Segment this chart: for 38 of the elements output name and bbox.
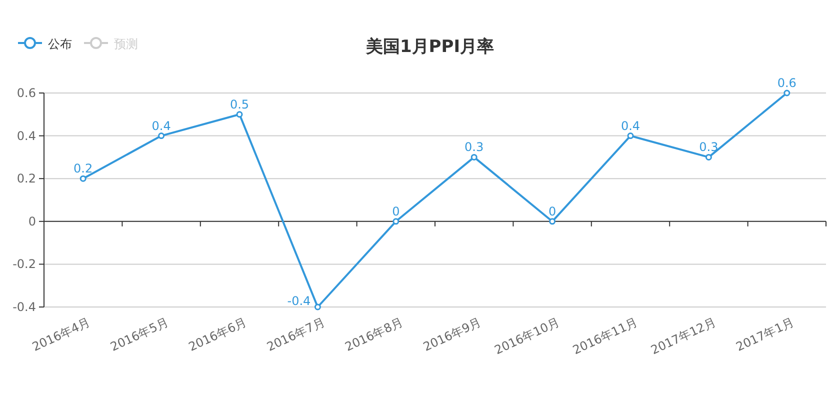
data-label: 0.6 <box>777 76 796 90</box>
x-tick-label: 2016年5月 <box>108 315 171 354</box>
data-label: 0.3 <box>464 140 484 154</box>
x-tick-label: 2016年4月 <box>30 315 92 354</box>
y-tick-label: 0 <box>28 214 36 228</box>
data-label: 0.3 <box>699 140 718 154</box>
y-tick-label: -0.4 <box>12 300 36 314</box>
data-label: 0.4 <box>152 118 171 133</box>
point <box>80 175 86 182</box>
legend-label: 公布 <box>48 37 72 51</box>
x-tick-label: 2016年7月 <box>264 315 327 354</box>
point <box>158 132 165 140</box>
x-tick-label: 2016年9月 <box>421 315 484 354</box>
data-label: -0.4 <box>287 294 311 308</box>
x-tick-label: 2016年10月 <box>492 315 562 358</box>
data-label: 0.2 <box>74 162 93 176</box>
x-tick-label: 2016年6月 <box>186 315 249 354</box>
data-label: 0.4 <box>620 118 640 133</box>
point <box>236 111 243 118</box>
point <box>627 132 634 140</box>
y-tick-label: 0.2 <box>16 172 36 186</box>
point <box>705 154 712 160</box>
x-tick-label: 2016年11月 <box>570 315 640 358</box>
x-tick-label: 2017年12月 <box>648 315 718 358</box>
point <box>392 218 400 225</box>
y-tick-label: 0.6 <box>16 86 36 100</box>
point <box>549 218 556 225</box>
x-tick-label: 2016年8月 <box>342 315 406 354</box>
data-label: 0.5 <box>230 97 250 112</box>
x-tick-label: 2017年1月 <box>734 315 796 354</box>
point <box>314 304 321 310</box>
y-tick-label: 0.4 <box>16 128 36 143</box>
chart-title: 美国1月PPI月率 <box>364 37 494 57</box>
point <box>470 154 478 160</box>
point <box>784 90 790 96</box>
data-label: 0 <box>548 204 556 218</box>
data-label: 0 <box>392 204 400 218</box>
y-tick-label: -0.2 <box>12 257 36 272</box>
